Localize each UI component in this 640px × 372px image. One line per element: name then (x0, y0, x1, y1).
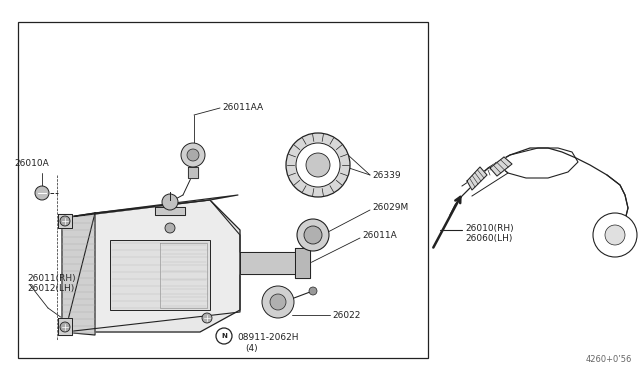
Circle shape (60, 322, 70, 332)
Text: 26011A: 26011A (362, 231, 397, 241)
Bar (18, 22, 428, 358)
Text: 26011(RH): 26011(RH) (27, 274, 76, 283)
Circle shape (202, 313, 212, 323)
Circle shape (181, 143, 205, 167)
Circle shape (262, 286, 294, 318)
Polygon shape (155, 207, 185, 215)
Text: 26022: 26022 (332, 311, 360, 320)
Polygon shape (58, 318, 72, 335)
Circle shape (605, 225, 625, 245)
Circle shape (270, 294, 286, 310)
Polygon shape (62, 213, 95, 335)
Polygon shape (467, 167, 487, 190)
Text: 08911-2062H: 08911-2062H (237, 333, 298, 342)
Circle shape (304, 226, 322, 244)
Circle shape (297, 219, 329, 251)
Polygon shape (62, 195, 238, 218)
Polygon shape (490, 157, 512, 176)
Polygon shape (188, 167, 198, 178)
Text: 26011AA: 26011AA (222, 103, 263, 112)
Circle shape (165, 223, 175, 233)
Circle shape (286, 133, 350, 197)
Polygon shape (240, 252, 295, 274)
Circle shape (35, 186, 49, 200)
Circle shape (306, 153, 330, 177)
Circle shape (162, 194, 178, 210)
Circle shape (187, 149, 199, 161)
Text: 26010A: 26010A (14, 159, 49, 168)
Text: 4260+0’56: 4260+0’56 (586, 355, 632, 364)
Polygon shape (62, 200, 240, 332)
Text: 26029M: 26029M (372, 203, 408, 212)
Circle shape (309, 287, 317, 295)
Circle shape (593, 213, 637, 257)
Circle shape (216, 328, 232, 344)
Polygon shape (295, 248, 310, 278)
Text: (4): (4) (245, 344, 258, 353)
Circle shape (296, 143, 340, 187)
FancyBboxPatch shape (110, 240, 210, 310)
Text: 26339: 26339 (372, 170, 401, 180)
Text: 26010(RH): 26010(RH) (465, 224, 514, 232)
Polygon shape (65, 200, 240, 332)
Circle shape (60, 216, 70, 226)
Text: N: N (221, 333, 227, 339)
Polygon shape (58, 214, 72, 228)
Text: 26060(LH): 26060(LH) (465, 234, 513, 243)
Text: 26012(LH): 26012(LH) (27, 284, 74, 293)
